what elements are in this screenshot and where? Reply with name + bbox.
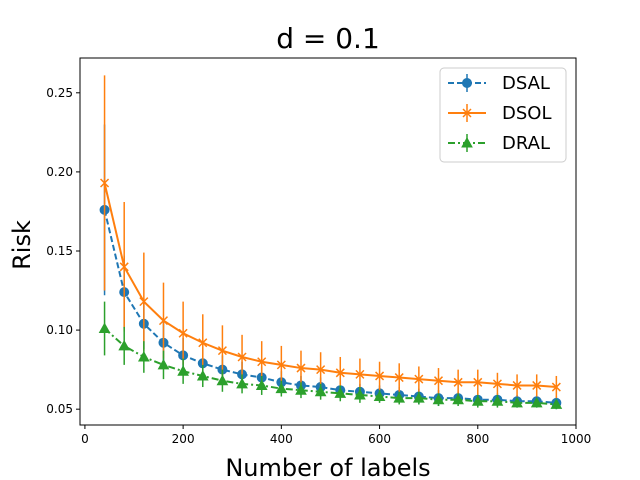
dsol-point bbox=[217, 346, 227, 356]
dsol-point bbox=[492, 379, 502, 389]
x-tick-label: 200 bbox=[172, 432, 195, 446]
dral-point bbox=[157, 358, 170, 370]
plot-area: 0 200 400 600 800 1000 0.05 0.10 0.15 0.20 0.25 bbox=[46, 57, 592, 446]
dsol-point bbox=[414, 374, 424, 384]
dral-point bbox=[471, 395, 484, 406]
dral-point bbox=[216, 374, 229, 386]
dral-point bbox=[137, 350, 150, 362]
dral-point bbox=[393, 392, 406, 403]
dral-point bbox=[236, 377, 248, 389]
dsol-point bbox=[296, 363, 306, 373]
dral-point bbox=[196, 369, 209, 381]
dsol-point bbox=[316, 365, 326, 375]
y-tick-label: 0.15 bbox=[46, 244, 73, 258]
axes-frame bbox=[79, 57, 577, 426]
dral-point bbox=[530, 396, 543, 408]
dral-point bbox=[334, 387, 347, 398]
legend-dsol-marker bbox=[462, 108, 472, 118]
dsol-point bbox=[178, 328, 188, 338]
x-tick-label: 600 bbox=[368, 432, 391, 446]
dsol-point bbox=[355, 369, 365, 379]
dral-point bbox=[354, 388, 366, 400]
y-axis-title: Risk bbox=[8, 220, 36, 270]
y-tick-label: 0.10 bbox=[46, 323, 73, 337]
legend-dral-label: DRAL bbox=[502, 133, 550, 154]
dsol-point bbox=[335, 368, 345, 378]
dsol-point bbox=[551, 382, 561, 392]
y-tick-label: 0.25 bbox=[46, 86, 73, 100]
dral-point bbox=[432, 393, 445, 405]
dsol-point bbox=[198, 338, 208, 348]
dsol-point bbox=[453, 377, 463, 387]
dsol-series-line bbox=[103, 182, 557, 389]
dsol-point bbox=[532, 380, 542, 390]
dral-point bbox=[452, 393, 464, 405]
dral-point bbox=[98, 322, 111, 334]
legend-dral-marker bbox=[461, 136, 473, 148]
x-tick-label: 0 bbox=[81, 432, 89, 446]
x-tick-label: 800 bbox=[466, 432, 489, 446]
dsol-point bbox=[512, 380, 522, 390]
dral-point bbox=[413, 392, 425, 403]
dral-point bbox=[255, 379, 268, 390]
legend-dsal-label: DSAL bbox=[502, 73, 550, 94]
y-tick-label: 0.05 bbox=[46, 402, 73, 416]
dral-point bbox=[373, 390, 386, 402]
dsol-point bbox=[237, 352, 247, 362]
legend-dsol-label: DSOL bbox=[502, 103, 551, 124]
dral-point bbox=[550, 398, 563, 409]
dsol-point bbox=[119, 262, 129, 272]
dral-point bbox=[295, 384, 307, 395]
dsol-point bbox=[257, 357, 267, 367]
legend-dsal-marker bbox=[462, 78, 472, 88]
dsol-point bbox=[100, 178, 110, 188]
chart-title: d = 0.1 bbox=[276, 22, 380, 55]
dsal-series-line bbox=[103, 209, 557, 404]
dral-point bbox=[275, 382, 288, 394]
x-tick-label: 1000 bbox=[561, 432, 592, 446]
dral-point bbox=[177, 365, 189, 376]
legend: DSAL DSOL DRAL bbox=[439, 67, 567, 163]
dsol-point bbox=[276, 360, 286, 370]
dral-point bbox=[118, 339, 131, 351]
dsol-point bbox=[375, 371, 385, 381]
dsol-point bbox=[394, 373, 404, 383]
dral-point bbox=[491, 395, 504, 406]
x-tick-label: 400 bbox=[270, 432, 293, 446]
x-axis-title: Number of labels bbox=[225, 454, 430, 480]
y-tick-label: 0.20 bbox=[46, 165, 73, 179]
dral-point bbox=[314, 385, 327, 397]
dsol-point bbox=[139, 297, 149, 307]
legend-box bbox=[439, 67, 567, 163]
dral-point bbox=[511, 396, 523, 408]
dsol-point bbox=[473, 377, 483, 387]
dsol-point bbox=[433, 376, 444, 386]
dsol-point bbox=[158, 316, 169, 326]
